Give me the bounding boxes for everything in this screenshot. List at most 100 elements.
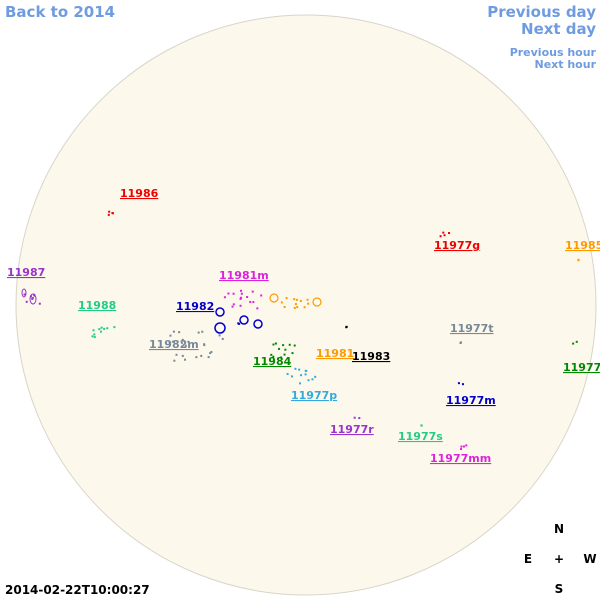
spot xyxy=(29,293,37,305)
spot xyxy=(299,382,302,385)
region-label[interactable]: 11988 xyxy=(78,299,116,312)
spot xyxy=(25,300,28,303)
spot xyxy=(181,338,184,341)
spot xyxy=(240,289,243,292)
spot xyxy=(298,368,301,371)
spot xyxy=(280,356,283,359)
spot xyxy=(253,319,263,329)
spot xyxy=(106,327,109,330)
region-label[interactable]: 11984 xyxy=(253,355,292,368)
spot xyxy=(269,293,279,303)
spot xyxy=(210,350,213,353)
spot xyxy=(99,330,102,333)
spot xyxy=(303,306,306,309)
spot xyxy=(278,347,281,350)
spot xyxy=(92,329,95,332)
spot xyxy=(283,305,286,308)
spot xyxy=(306,298,309,301)
spot xyxy=(280,301,283,304)
spot xyxy=(181,354,184,357)
spot xyxy=(575,340,578,343)
region-label[interactable]: 11977mm xyxy=(430,452,491,465)
region-label[interactable]: 11982 xyxy=(176,300,214,313)
spot xyxy=(462,445,465,448)
spot xyxy=(358,417,361,420)
spot xyxy=(175,353,178,356)
region-label[interactable]: 11982m xyxy=(149,338,199,351)
next-day-link[interactable]: Next day xyxy=(521,20,596,38)
spot xyxy=(459,342,462,345)
spot xyxy=(291,352,294,355)
spot xyxy=(21,288,27,298)
spot xyxy=(91,335,94,338)
timestamp: 2014-02-22T10:00:27 xyxy=(5,583,150,597)
spot xyxy=(460,448,463,451)
spot xyxy=(240,296,243,299)
spot xyxy=(240,292,243,295)
spot xyxy=(29,295,32,298)
region-label[interactable]: 11987 xyxy=(7,266,45,279)
spot xyxy=(237,322,240,325)
spot xyxy=(231,305,234,308)
spot xyxy=(457,382,460,385)
spot xyxy=(31,297,34,300)
spot xyxy=(260,294,263,297)
spot xyxy=(293,298,296,301)
spot xyxy=(23,293,26,296)
compass-east: E xyxy=(524,552,532,566)
region-label[interactable]: 11977g xyxy=(434,239,480,252)
spot xyxy=(311,378,314,381)
region-label[interactable]: 11977p xyxy=(291,389,337,402)
spot xyxy=(256,307,259,310)
spot xyxy=(312,297,322,307)
spot xyxy=(251,290,254,293)
spot xyxy=(293,307,296,310)
region-label[interactable]: 11985 xyxy=(565,239,600,252)
region-label[interactable]: 11983 xyxy=(352,350,390,363)
region-label[interactable]: 11977s xyxy=(398,430,443,443)
spot xyxy=(239,315,249,325)
spot xyxy=(232,292,235,295)
next-hour-link[interactable]: Next hour xyxy=(535,58,597,71)
previous-day-link[interactable]: Previous day xyxy=(487,3,596,21)
compass-north: N xyxy=(554,522,564,536)
spot xyxy=(460,445,463,448)
previous-hour-link[interactable]: Previous hour xyxy=(510,46,597,59)
spot xyxy=(274,342,277,345)
solar-disk xyxy=(15,14,597,596)
spot xyxy=(443,234,446,237)
spot xyxy=(305,370,308,373)
region-label[interactable]: 11986 xyxy=(120,187,159,200)
spot xyxy=(577,258,580,261)
region-label[interactable]: 11977 xyxy=(563,361,600,374)
spot xyxy=(239,297,242,300)
spot xyxy=(93,333,96,336)
spot xyxy=(307,379,310,382)
spot xyxy=(448,232,451,235)
spot xyxy=(299,299,302,302)
spot xyxy=(270,353,273,356)
spot xyxy=(272,355,275,358)
spot xyxy=(291,375,294,378)
region-label[interactable]: 11977m xyxy=(446,394,496,407)
spot xyxy=(33,294,36,297)
compass-center: + xyxy=(554,552,564,566)
spot xyxy=(465,444,468,447)
region-label[interactable]: 11977t xyxy=(450,322,494,335)
back-link[interactable]: Back to 2014 xyxy=(5,3,115,21)
spot xyxy=(197,331,200,334)
spot xyxy=(314,375,317,378)
spot xyxy=(294,303,297,306)
spot xyxy=(173,359,176,362)
spot xyxy=(108,210,111,213)
spot xyxy=(572,342,575,345)
spot xyxy=(180,341,183,344)
region-label[interactable]: 11981m xyxy=(219,269,269,282)
compass-west: W xyxy=(583,552,596,566)
spot xyxy=(203,344,206,347)
region-label[interactable]: 11977r xyxy=(330,423,374,436)
region-label[interactable]: 11981 xyxy=(316,347,354,360)
spot xyxy=(221,337,224,340)
spot xyxy=(284,348,287,351)
spot xyxy=(272,343,275,346)
